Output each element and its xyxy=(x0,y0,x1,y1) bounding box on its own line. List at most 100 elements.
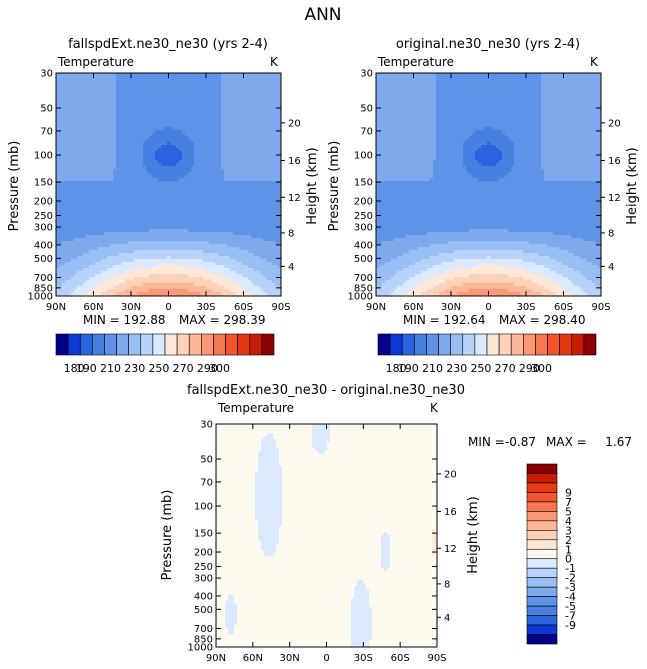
contour-cell xyxy=(369,598,438,602)
contour-cell xyxy=(56,124,117,128)
contour-cell xyxy=(56,109,117,113)
contour-cell xyxy=(330,433,438,437)
contour-cell xyxy=(89,277,111,281)
contour-cell xyxy=(56,271,78,275)
contour-cell xyxy=(478,148,500,152)
contour-cell xyxy=(237,622,352,626)
contour-cell xyxy=(71,277,90,281)
contour-cell xyxy=(369,601,438,605)
contour-cell xyxy=(436,139,467,143)
colorbar-box xyxy=(526,577,558,588)
contour-cell xyxy=(427,289,446,293)
contour-cell xyxy=(255,496,283,500)
contour-cell xyxy=(56,85,117,89)
contour-cell xyxy=(282,520,438,524)
contour-cell xyxy=(376,76,437,80)
field-label: Temperature xyxy=(217,401,294,415)
contour-cell xyxy=(276,445,313,449)
colorbar-box xyxy=(128,333,142,356)
contour-cell xyxy=(282,502,438,506)
contour-cell xyxy=(116,103,222,107)
contour-cell xyxy=(225,601,235,605)
contour-cell xyxy=(228,631,235,635)
contour-cell xyxy=(553,232,602,236)
height-tick-label: 16 xyxy=(288,156,301,167)
contour-cell xyxy=(83,268,108,272)
contour-cell xyxy=(216,505,256,509)
contour-cell xyxy=(541,106,602,110)
contour-cell xyxy=(194,154,222,158)
contour-cell xyxy=(155,154,183,158)
contour-cell xyxy=(134,259,204,263)
contour-cell xyxy=(216,565,382,569)
contour-cell xyxy=(56,79,117,83)
contour-cell xyxy=(372,607,438,611)
contour-cell xyxy=(372,622,438,626)
contour-cell xyxy=(143,283,195,287)
contour-cell xyxy=(216,472,256,476)
contour-cell xyxy=(514,142,542,146)
colorbar-label: 300 xyxy=(531,362,552,375)
contour-cell xyxy=(221,91,282,95)
colorbar-box xyxy=(164,333,178,356)
contour-cell xyxy=(143,157,156,161)
contour-cell xyxy=(387,568,438,572)
contour-cell xyxy=(351,604,370,608)
contour-cell xyxy=(216,556,382,560)
height-tick-label: 4 xyxy=(608,262,614,273)
contour-cell xyxy=(248,277,267,281)
contour-cell xyxy=(221,103,282,107)
contour-cell xyxy=(119,253,219,257)
contour-cell xyxy=(125,271,213,275)
contour-cell xyxy=(463,283,515,287)
contour-cell xyxy=(376,235,407,239)
contour-cell xyxy=(475,151,503,155)
contour-cell xyxy=(276,442,313,446)
contour-cell xyxy=(173,127,222,131)
contour-cell xyxy=(227,277,249,281)
contour-cell xyxy=(376,205,602,209)
contour-cell xyxy=(170,142,195,146)
contour-cell xyxy=(224,265,249,269)
contour-cell xyxy=(56,163,117,167)
contour-cell xyxy=(152,175,186,179)
colorbar-label: 0 xyxy=(565,553,572,566)
contour-cell xyxy=(526,286,545,290)
contour-cell xyxy=(514,145,542,149)
y-tick-label: 30 xyxy=(200,420,213,431)
contour-cell xyxy=(224,175,282,179)
contour-cell xyxy=(56,112,117,116)
contour-cell xyxy=(351,637,373,641)
contour-plot xyxy=(215,423,438,648)
contour-cell xyxy=(237,604,352,608)
contour-cell xyxy=(327,442,438,446)
colorbar-box xyxy=(526,548,558,560)
contour-cell xyxy=(276,550,382,554)
contour-cell xyxy=(221,142,282,146)
contour-cell xyxy=(116,139,147,143)
contour-cell xyxy=(216,520,259,524)
contour-cell xyxy=(451,286,527,290)
contour-cell xyxy=(433,160,464,164)
contour-cell xyxy=(502,151,515,155)
contour-cell xyxy=(376,220,602,224)
x-tick-label: 30S xyxy=(196,302,215,313)
contour-cell xyxy=(221,292,237,296)
contour-cell xyxy=(258,538,280,542)
contour-cell xyxy=(273,433,313,437)
contour-cell xyxy=(556,259,587,263)
contour-cell xyxy=(276,544,382,548)
contour-cell xyxy=(376,175,434,179)
contour-cell xyxy=(77,256,108,260)
contour-cell xyxy=(228,628,235,632)
contour-cell xyxy=(390,547,433,551)
contour-cell xyxy=(514,160,542,164)
contour-cell xyxy=(436,97,542,101)
y-tick-label: 400 xyxy=(34,240,53,251)
contour-cell xyxy=(125,280,213,284)
contour-cell xyxy=(149,172,189,176)
contour-cell xyxy=(218,283,240,287)
contour-cell xyxy=(541,85,602,89)
contour-cell xyxy=(216,427,313,431)
